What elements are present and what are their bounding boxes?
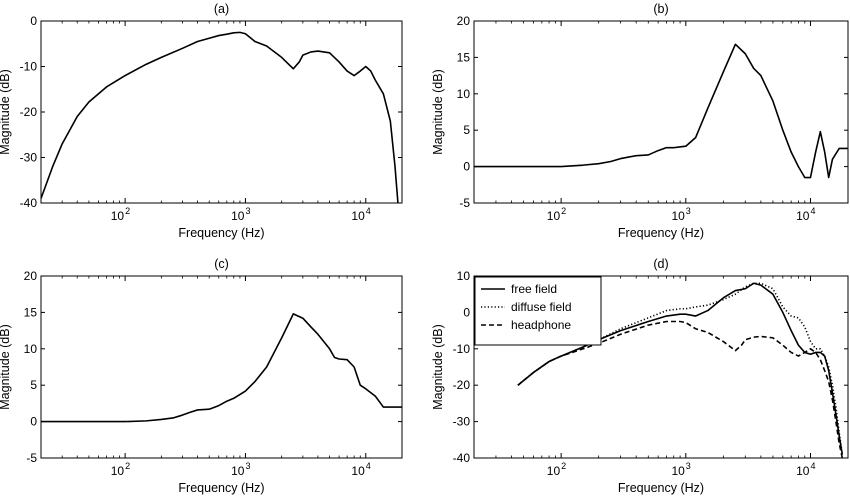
y-tick-label: 20: [457, 14, 471, 28]
y-tick-label: 15: [457, 50, 471, 64]
legend-label: diffuse field: [511, 300, 572, 314]
x-tick-base: 10: [351, 209, 365, 223]
x-tick-base: 10: [547, 464, 561, 478]
x-tick-base: 10: [351, 464, 365, 478]
x-tick-exponent: 2: [561, 461, 566, 471]
x-tick-label: 10 2: [111, 461, 130, 478]
plot-area: [474, 21, 848, 203]
x-tick-base: 10: [796, 209, 810, 223]
x-tick-label: 10 4: [351, 206, 370, 223]
y-tick-label: 0: [30, 14, 37, 28]
y-axis-label: Magnitude (dB): [0, 69, 12, 154]
subplot-title: (c): [214, 257, 229, 271]
legend-label: headphone: [511, 318, 571, 332]
x-tick-label: 10 4: [796, 206, 815, 223]
y-tick-label: 0: [463, 160, 470, 174]
y-tick-label: -30: [453, 415, 471, 429]
x-tick-exponent: 3: [686, 461, 691, 471]
x-tick-label: 10 3: [671, 461, 690, 478]
x-axis-label: Frequency (Hz): [618, 481, 704, 495]
x-tick-label: 10 4: [351, 461, 370, 478]
x-tick-label: 10 3: [231, 206, 250, 223]
y-tick-label: -5: [26, 451, 37, 465]
x-tick-label: 10 3: [231, 461, 250, 478]
x-tick-base: 10: [547, 209, 561, 223]
y-tick-label: 0: [463, 305, 470, 319]
y-axis-label: Magnitude (dB): [431, 324, 445, 409]
y-tick-label: 10: [24, 342, 38, 356]
x-tick-exponent: 4: [366, 461, 371, 471]
x-tick-base: 10: [231, 209, 245, 223]
subplot-title: (a): [214, 2, 229, 16]
y-tick-label: -20: [453, 378, 471, 392]
plot-area: [41, 276, 402, 458]
y-tick-label: -20: [20, 105, 38, 119]
y-tick-label: -10: [453, 342, 471, 356]
y-axis-label: Magnitude (dB): [0, 324, 12, 409]
x-tick-exponent: 3: [245, 206, 250, 216]
plot-area: [41, 21, 402, 203]
y-tick-label: -40: [453, 451, 471, 465]
x-tick-base: 10: [231, 464, 245, 478]
x-axis-label: Frequency (Hz): [618, 226, 704, 240]
legend-label: free field: [511, 282, 557, 296]
x-tick-label: 10 2: [547, 206, 566, 223]
y-axis-label: Magnitude (dB): [431, 69, 445, 154]
y-tick-label: -10: [20, 60, 38, 74]
x-tick-label: 10 3: [671, 206, 690, 223]
x-tick-exponent: 4: [366, 206, 371, 216]
y-tick-label: -40: [20, 196, 38, 210]
x-tick-base: 10: [111, 464, 125, 478]
y-tick-label: -5: [459, 196, 470, 210]
y-tick-label: 10: [457, 87, 471, 101]
x-tick-base: 10: [796, 464, 810, 478]
x-tick-exponent: 2: [125, 206, 130, 216]
x-tick-base: 10: [671, 464, 685, 478]
y-tick-label: -30: [20, 151, 38, 165]
legend: free field diffuse field headphone: [475, 277, 601, 345]
x-tick-base: 10: [671, 209, 685, 223]
x-tick-label: 10 2: [547, 461, 566, 478]
x-axis-label: Frequency (Hz): [178, 226, 264, 240]
y-tick-label: 20: [24, 269, 38, 283]
x-tick-exponent: 2: [125, 461, 130, 471]
y-tick-label: 15: [24, 305, 38, 319]
x-tick-label: 10 2: [111, 206, 130, 223]
y-tick-label: 10: [457, 269, 471, 283]
y-tick-label: 0: [30, 415, 37, 429]
x-tick-exponent: 3: [245, 461, 250, 471]
x-tick-exponent: 3: [686, 206, 691, 216]
y-tick-label: 5: [463, 123, 470, 137]
x-tick-exponent: 4: [810, 461, 815, 471]
x-tick-base: 10: [111, 209, 125, 223]
subplot-title: (b): [653, 2, 668, 16]
x-tick-label: 10 4: [796, 461, 815, 478]
subplot-title: (d): [653, 257, 668, 271]
x-tick-exponent: 2: [561, 206, 566, 216]
y-tick-label: 5: [30, 378, 37, 392]
x-tick-exponent: 4: [810, 206, 815, 216]
x-axis-label: Frequency (Hz): [178, 481, 264, 495]
